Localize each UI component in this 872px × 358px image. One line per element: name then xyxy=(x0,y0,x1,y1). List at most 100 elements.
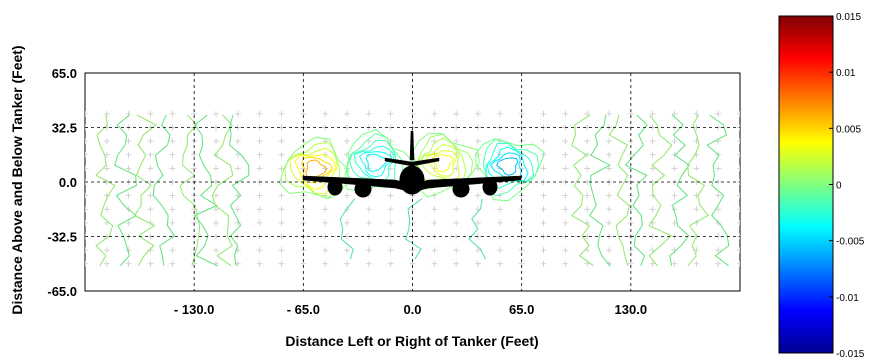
sample-marker xyxy=(85,110,88,117)
sample-marker xyxy=(715,110,722,117)
sample-marker xyxy=(584,192,591,199)
sample-marker xyxy=(169,138,176,145)
sample-marker xyxy=(213,219,219,226)
sample-marker xyxy=(85,165,88,172)
sample-marker xyxy=(256,138,263,145)
sample-marker xyxy=(649,260,656,267)
sample-marker xyxy=(256,110,263,117)
sample-marker xyxy=(737,151,740,158)
sample-marker xyxy=(344,260,350,267)
colorbar-tick-label: -0.005 xyxy=(836,237,865,248)
x-axis-ticks: - 130.0 - 65.0 0.0 65.0 130.0 xyxy=(174,302,647,317)
sample-marker xyxy=(387,192,394,199)
sample-marker xyxy=(103,110,110,117)
sample-marker xyxy=(322,219,329,226)
sample-marker xyxy=(103,260,110,267)
colorbar-tick-label: -0.015 xyxy=(836,349,865,358)
contour-line xyxy=(570,114,594,267)
y-axis-label: Distance Above and Below Tanker (Feet) xyxy=(9,45,25,314)
sample-marker xyxy=(453,260,460,267)
sample-marker xyxy=(453,247,460,254)
contour-line xyxy=(468,198,487,260)
contour-line xyxy=(305,159,328,178)
sample-marker xyxy=(606,151,612,158)
sample-marker xyxy=(169,206,176,213)
contour-line xyxy=(589,114,611,267)
contour-line xyxy=(289,147,338,195)
sample-marker xyxy=(453,219,460,226)
sample-marker xyxy=(322,138,329,145)
contour-line xyxy=(669,114,690,266)
sample-marker xyxy=(256,165,263,172)
sample-marker xyxy=(475,192,481,199)
sample-marker xyxy=(256,247,263,254)
aircraft-tailfin xyxy=(409,130,415,161)
colorbar-tick-label: 0 xyxy=(836,181,842,192)
contour-line xyxy=(365,153,388,173)
sample-marker xyxy=(671,192,678,199)
contour-line xyxy=(95,114,116,267)
sample-marker xyxy=(213,206,219,213)
plot-area: - 130.0 - 65.0 0.0 65.0 130.0 65.0 32.5 0.0 -32… xyxy=(47,66,741,317)
aircraft-engine-right-outer xyxy=(482,178,498,196)
aircraft-engine-left-inner xyxy=(327,178,343,196)
sample-marker xyxy=(649,138,656,145)
aircraft-silhouette xyxy=(302,130,522,198)
y-tick-label: -32.5 xyxy=(47,230,77,245)
sample-marker xyxy=(475,247,481,254)
sample-marker xyxy=(322,260,329,267)
sample-marker xyxy=(147,192,154,199)
sample-marker xyxy=(715,165,722,172)
sample-marker xyxy=(584,138,591,145)
sample-marker xyxy=(256,192,263,199)
colorbar-gradient xyxy=(778,15,834,354)
sample-marker xyxy=(278,110,285,117)
sample-marker xyxy=(344,247,350,254)
sample-marker xyxy=(125,192,132,199)
sample-marker xyxy=(103,138,110,145)
sample-marker xyxy=(125,151,132,158)
sample-marker xyxy=(387,206,394,213)
sample-marker xyxy=(475,138,481,145)
sample-marker xyxy=(365,260,372,267)
sample-marker xyxy=(671,219,678,226)
sample-marker xyxy=(606,165,612,172)
sample-marker xyxy=(540,260,547,267)
contour-line xyxy=(278,136,349,200)
sample-marker xyxy=(496,219,503,226)
contour-line xyxy=(485,142,535,189)
sample-marker xyxy=(103,247,110,254)
sample-marker xyxy=(125,165,132,172)
x-tick-label: 0.0 xyxy=(403,302,421,317)
contour-line xyxy=(608,114,630,266)
sample-marker xyxy=(540,192,547,199)
x-tick-label: 130.0 xyxy=(615,302,648,317)
sample-marker xyxy=(169,165,176,172)
sample-marker xyxy=(365,206,372,213)
sample-marker xyxy=(234,138,241,145)
sample-marker xyxy=(103,165,110,172)
sample-marker xyxy=(606,192,612,199)
sample-marker xyxy=(540,138,547,145)
sample-marker xyxy=(540,206,547,213)
sample-marker xyxy=(431,247,438,254)
sample-marker xyxy=(715,192,722,199)
y-tick-label: 32.5 xyxy=(52,121,77,136)
sample-marker xyxy=(562,260,569,267)
sample-marker xyxy=(344,110,350,117)
sample-marker xyxy=(693,206,700,213)
sample-marker xyxy=(540,165,547,172)
sample-marker xyxy=(278,138,285,145)
y-tick-label: 0.0 xyxy=(59,175,77,190)
x-tick-label: - 130.0 xyxy=(174,302,214,317)
sample-marker xyxy=(737,206,740,213)
sample-marker xyxy=(322,110,329,117)
x-axis-label: Distance Left or Right of Tanker (Feet) xyxy=(285,333,538,349)
sample-marker xyxy=(213,165,219,172)
sample-marker xyxy=(562,110,569,117)
sample-marker xyxy=(562,192,569,199)
sample-marker xyxy=(496,192,503,199)
sample-marker xyxy=(147,151,154,158)
sample-marker xyxy=(125,260,132,267)
sample-marker xyxy=(496,110,503,117)
